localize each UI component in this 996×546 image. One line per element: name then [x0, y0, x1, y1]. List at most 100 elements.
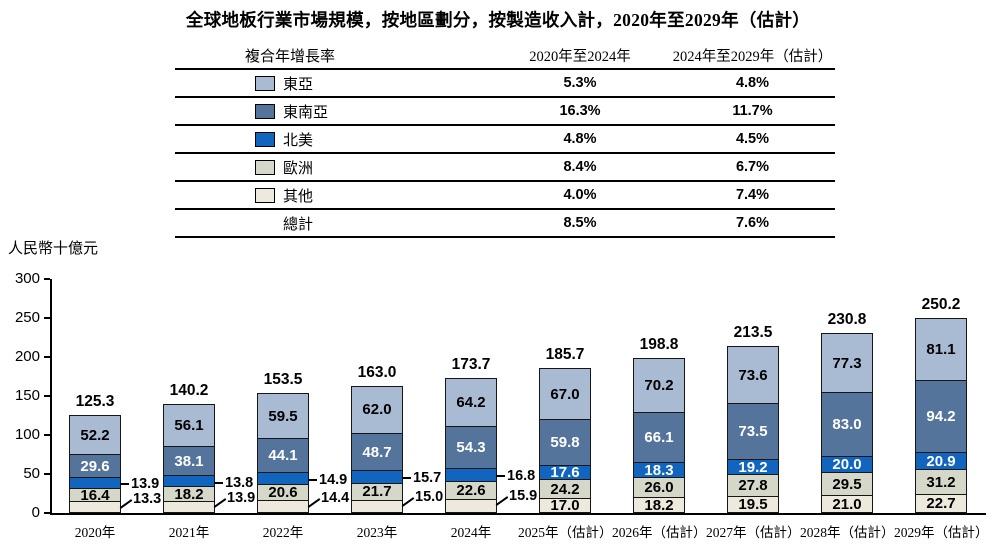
bar-slot: 70.2 66.1 18.3 26.0 18.2 198.8: [612, 279, 706, 513]
bar-slot: 67.0 59.8 17.6 24.2 17.0 185.7: [518, 279, 612, 513]
segment-value-label: 83.0: [832, 416, 862, 434]
cagr-row: 東亞 5.3% 4.8%: [175, 68, 835, 96]
bar-segment: 94.2: [915, 380, 967, 454]
bar-segment: 64.2: [445, 377, 497, 428]
stacked-bar: 64.2 54.3 22.6: [445, 377, 497, 513]
callout-value-label: 14.9: [319, 471, 348, 488]
bar-segment: [351, 470, 403, 484]
bar-segment: 16.4: [69, 486, 121, 504]
x-tick-label: 2025年（估計）: [518, 525, 613, 540]
callout-line: [120, 483, 129, 486]
segment-value-label: 26.0: [644, 479, 674, 497]
segment-value-label: 27.8: [738, 477, 768, 495]
segment-value-label: 31.2: [926, 473, 956, 491]
cagr-total-value-2024-2029: 7.6%: [735, 215, 770, 231]
y-tick: [44, 434, 50, 436]
callout-line: [402, 477, 411, 480]
segment-value-label: 18.2: [644, 496, 674, 514]
chart-title: 全球地板行業市場規模，按地區劃分，按製造收入計，2020年至2029年（估計）: [185, 10, 811, 30]
y-tick: [44, 395, 50, 397]
cagr-header-label: 複合年增長率: [245, 48, 336, 65]
bar-segment: 21.7: [351, 482, 403, 501]
stacked-bar: 70.2 66.1 18.3 26.0 18.2: [633, 357, 685, 514]
y-tick-label: 50: [23, 465, 40, 482]
cagr-table-rows: 東亞 5.3% 4.8% 東南亞 16.3% 11.7% 北美 4.8% 4.5% 歐洲 8.4% 6…: [175, 68, 835, 236]
bar-segment: 22.7: [915, 493, 967, 513]
bar-segment: 59.8: [539, 419, 591, 467]
segment-value-label: 19.5: [738, 496, 768, 514]
cagr-row: 歐洲 8.4% 6.7%: [175, 152, 835, 180]
bar-segment: 67.0: [539, 368, 591, 421]
legend-swatch: [255, 131, 275, 147]
region-label: 北美: [283, 132, 314, 149]
bar-segment: 19.5: [727, 496, 779, 513]
segment-value-label: 20.9: [926, 452, 956, 470]
cagr-total-value-2020-2024: 8.5%: [563, 215, 597, 231]
segment-value-label: 44.1: [268, 447, 298, 465]
bar-segment: 38.1: [163, 446, 215, 477]
segment-value-label: 29.5: [832, 475, 862, 493]
legend-swatch: [255, 159, 275, 175]
x-tick-label: 2027年（估計）: [706, 525, 801, 540]
cagr-value-2020-2024: 8.4%: [563, 159, 597, 175]
y-tick-label: 250: [14, 309, 40, 326]
bar-segment: 52.2: [69, 415, 121, 456]
bar-segment: 27.8: [727, 474, 779, 498]
segment-value-label: 22.7: [926, 494, 956, 512]
region-label: 東南亞: [283, 104, 329, 121]
segment-value-label: 22.6: [456, 482, 486, 500]
stacked-bar-chart: 52.2 29.6 16.4 125.3 13.9 13.3 56.1 38.1 18.2 140…: [0, 270, 996, 545]
cagr-table-header: 複合年增長率 2020年至2024年 2024年至2029年（估計）: [175, 42, 835, 68]
segment-value-label: 59.5: [268, 407, 298, 425]
bar-total-label: 185.7: [545, 346, 585, 364]
segment-value-label: 20.0: [832, 455, 862, 473]
segment-value-label: 16.4: [80, 486, 110, 504]
total-label: 總計: [283, 216, 314, 233]
bar-segment: 17.6: [539, 465, 591, 481]
stacked-bar: 77.3 83.0 20.0 29.5 21.0: [821, 332, 873, 513]
bar-slot: 64.2 54.3 22.6 173.7 16.8 15.9: [424, 279, 537, 513]
cagr-region-cell: 東亞: [175, 73, 490, 94]
segment-value-label: 17.0: [550, 497, 580, 515]
callout-value-label: 15.0: [415, 489, 444, 506]
callout-value-label: 13.9: [227, 490, 256, 507]
bar-segment: 56.1: [163, 403, 215, 448]
stacked-bar: 56.1 38.1 18.2: [163, 403, 215, 513]
callout-line: [308, 478, 317, 481]
cagr-value-2020-2024: 5.3%: [563, 75, 597, 91]
bar-total-label: 140.2: [169, 381, 209, 399]
bar-segment: 20.6: [257, 484, 309, 502]
bar-segment: 83.0: [821, 392, 873, 457]
bar-segment: [163, 500, 215, 513]
bar-segment: [257, 500, 309, 513]
segment-value-label: 59.8: [550, 434, 580, 452]
bar-slot: 59.5 44.1 20.6 153.5 14.9 14.4: [236, 279, 349, 513]
bar-segment: 73.6: [727, 346, 779, 404]
y-tick: [44, 317, 50, 319]
x-tick-label: 2020年: [74, 525, 116, 540]
segment-value-label: 81.1: [926, 341, 956, 359]
callout-line: [213, 498, 227, 508]
bar-slot: 77.3 83.0 20.0 29.5 21.0 230.8: [800, 279, 894, 513]
region-label: 其他: [283, 188, 314, 205]
bar-segment: 20.0: [821, 455, 873, 473]
callout-value-label: 15.9: [509, 488, 538, 505]
x-tick-label: 2024年: [450, 525, 492, 540]
segment-value-label: 48.7: [362, 443, 392, 461]
cagr-row: 北美 4.8% 4.5%: [175, 124, 835, 152]
bar-segment: 18.3: [633, 462, 685, 478]
cagr-value-2024-2029: 4.8%: [735, 75, 770, 91]
bar-segment: [445, 467, 497, 483]
callout-line: [214, 481, 223, 484]
bar-segment: 17.0: [539, 498, 591, 513]
stacked-bar: 81.1 94.2 20.9 31.2 22.7: [915, 317, 967, 513]
cagr-region-cell: 東南亞: [175, 101, 490, 122]
y-tick-label: 100: [14, 426, 40, 443]
segment-value-label: 73.6: [738, 366, 768, 384]
x-tick-label: 2021年: [168, 525, 210, 540]
callout-value-label: 13.8: [225, 474, 254, 491]
segment-value-label: 70.2: [644, 376, 674, 394]
x-tick-label: 2026年（估計）: [612, 525, 707, 540]
callout-value-label: 16.8: [507, 468, 536, 485]
bar-total-label: 250.2: [921, 295, 961, 313]
